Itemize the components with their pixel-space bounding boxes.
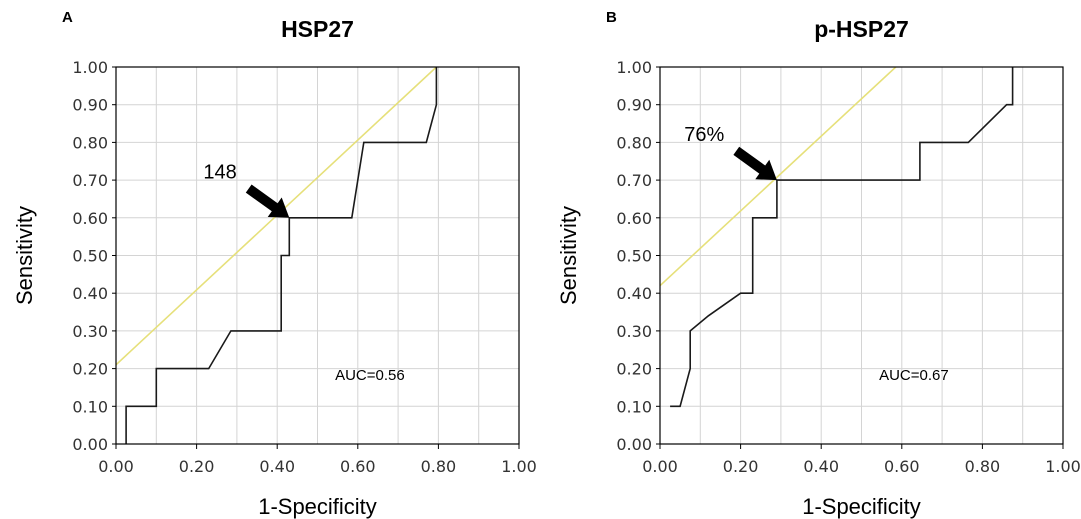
- panel-a-x-tick-label: 0.40: [259, 457, 295, 476]
- panel-a-auc-label: AUC=0.56: [335, 367, 405, 384]
- panel-b-y-tick-label: 0.10: [616, 397, 652, 416]
- panel-a-title: HSP27: [281, 16, 354, 42]
- panel-a-x-axis-label: 1-Specificity: [258, 494, 377, 519]
- panel-b-y-tick-label: 0.00: [616, 435, 652, 454]
- panel-b-y-tick-label: 0.30: [616, 322, 652, 341]
- panel-a-y-tick-label: 0.10: [72, 397, 108, 416]
- panel-b-y-tick-label: 0.60: [616, 209, 652, 228]
- panel-a-y-tick-label: 0.90: [72, 96, 108, 115]
- panel-a-gridlines: [116, 67, 519, 444]
- panel-a-x-tick-label: 0.80: [421, 457, 457, 476]
- panel-b-reference-line: [660, 67, 897, 287]
- panel-b-cutoff-arrow: [733, 146, 777, 181]
- panel-a-y-tick-label: 0.60: [72, 209, 108, 228]
- panel-b-plot-frame: [659, 66, 1064, 445]
- panel-a-letter: A: [62, 9, 73, 26]
- panel-b-letter: B: [606, 9, 617, 26]
- panel-b-y-tick-label: 0.70: [616, 171, 652, 190]
- panel-a-plot-frame: [115, 66, 520, 445]
- panel-b-x-tick-label: 0.60: [884, 457, 920, 476]
- panel-a-cutoff-label: 148: [203, 162, 236, 184]
- panel-a-y-tick-label: 0.40: [72, 284, 108, 303]
- panel-b-tick-labels: 0.00 0.20 0.40 0.60 0.80 1.00 0.00 0.10 0.20 0.30…: [616, 58, 1080, 476]
- panel-b-y-tick-label: 0.90: [616, 96, 652, 115]
- panel-a-y-tick-label: 1.00: [72, 58, 108, 77]
- panel-b-y-axis-label: Sensitivity: [556, 206, 581, 305]
- panel-b-gridlines: [660, 67, 1063, 444]
- panel-b-x-axis-label: 1-Specificity: [802, 494, 921, 519]
- panel-a-tick-labels: 0.00 0.20 0.40 0.60 0.80 1.00 0.00 0.10 0.20 0.30…: [72, 58, 536, 476]
- panel-a-x-tick-label: 0.00: [98, 457, 134, 476]
- panel-a-y-axis-label: Sensitivity: [12, 206, 37, 305]
- panel-b-auc-label: AUC=0.67: [879, 367, 949, 384]
- panel-a-y-tick-label: 0.00: [72, 435, 108, 454]
- panel-a-y-tick-label: 0.30: [72, 322, 108, 341]
- panel-b-y-tick-label: 1.00: [616, 58, 652, 77]
- panel-a-y-tick-label: 0.80: [72, 133, 108, 152]
- panel-b-roc-curve: [670, 67, 1014, 408]
- panel-a-x-tick-label: 1.00: [501, 457, 537, 476]
- panel-b-series: [660, 67, 1014, 408]
- panel-b-y-tick-label: 0.50: [616, 247, 652, 266]
- panel-b-y-tick-label: 0.80: [616, 133, 652, 152]
- panel-b-x-tick-label: 0.40: [803, 457, 839, 476]
- panel-a-x-tick-label: 0.20: [179, 457, 215, 476]
- panel-b-y-tick-label: 0.20: [616, 360, 652, 379]
- panel-a-cutoff-arrow: [245, 184, 290, 218]
- panel-a-x-tick-label: 0.60: [340, 457, 376, 476]
- panel-b-x-tick-label: 1.00: [1045, 457, 1081, 476]
- panel-a-y-tick-label: 0.20: [72, 360, 108, 379]
- panel-b-x-tick-label: 0.20: [723, 457, 759, 476]
- panel-b-y-tick-label: 0.40: [616, 284, 652, 303]
- panel-b-title: p-HSP27: [814, 16, 909, 42]
- panel-b-cutoff-label: 76%: [684, 124, 724, 146]
- panel-a-y-tick-label: 0.50: [72, 247, 108, 266]
- panel-a-roc-curve: [125, 67, 438, 444]
- panel-b-x-tick-label: 0.00: [642, 457, 678, 476]
- panel-a-y-tick-label: 0.70: [72, 171, 108, 190]
- panel-b-x-tick-label: 0.80: [965, 457, 1001, 476]
